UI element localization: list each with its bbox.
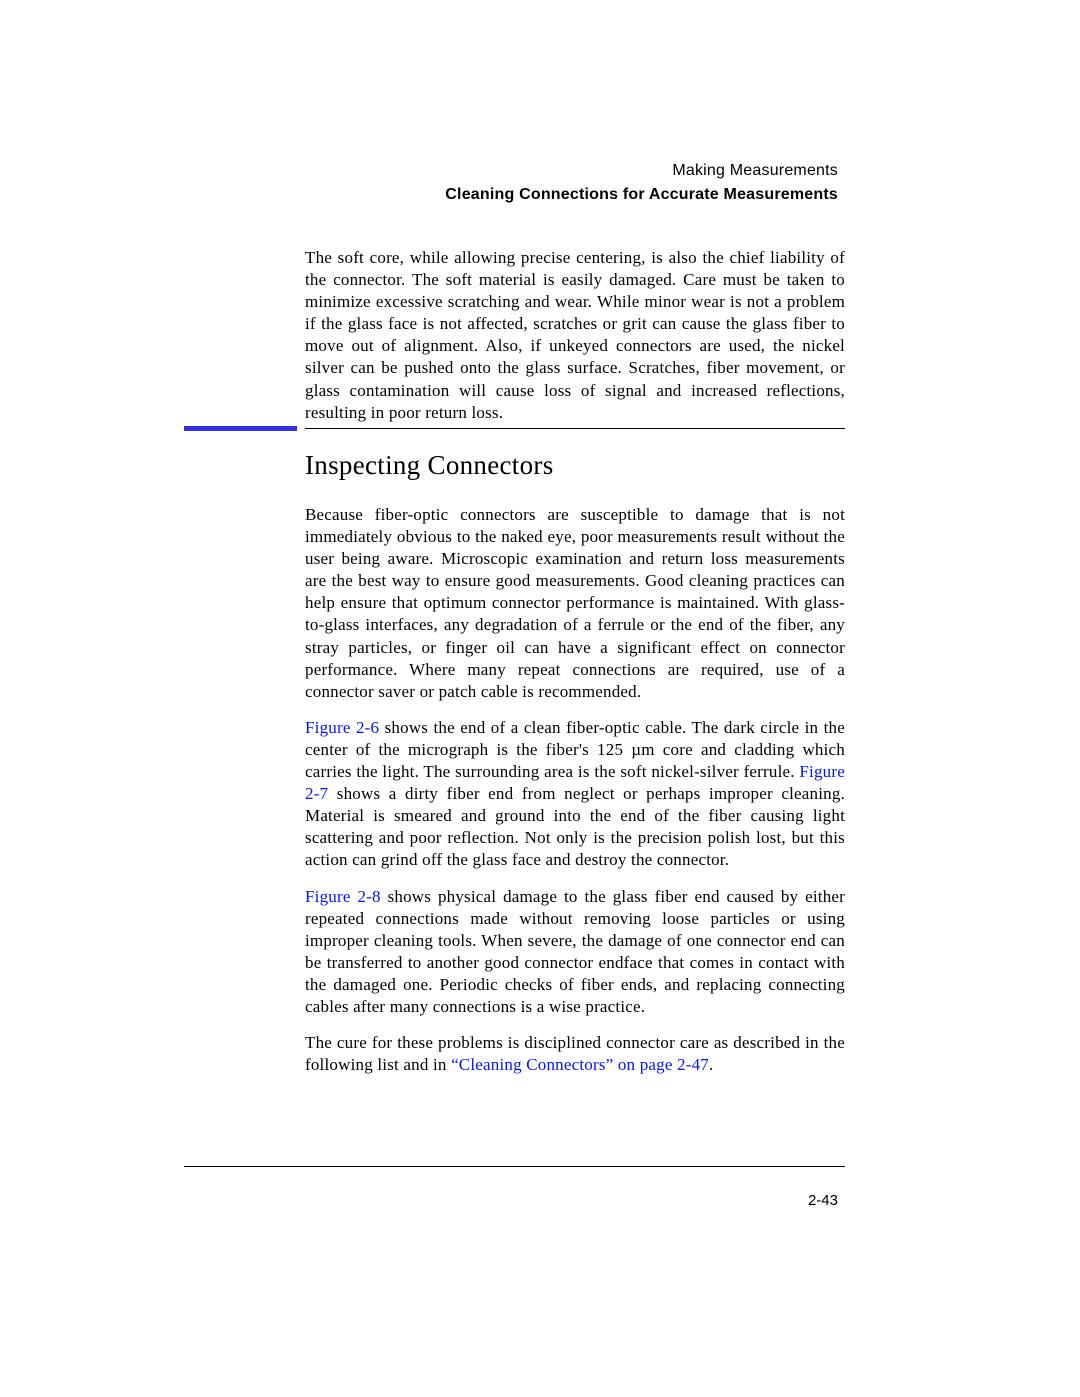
- paragraph-3a-text: shows physical damage to the glass fiber…: [305, 887, 845, 1016]
- running-header: Making Measurements Cleaning Connections…: [445, 162, 838, 204]
- rule-thin: [305, 428, 845, 429]
- paragraph-2: Figure 2-6 shows the end of a clean fibe…: [305, 717, 845, 872]
- figure-2-8-link[interactable]: Figure 2-8: [305, 887, 381, 906]
- paragraph-3: Figure 2-8 shows physical damage to the …: [305, 886, 845, 1019]
- section-heading: Inspecting Connectors: [305, 450, 845, 481]
- paragraph-4b-text: .: [709, 1055, 713, 1074]
- paragraph-1: Because fiber-optic connectors are susce…: [305, 504, 845, 703]
- intro-paragraph: The soft core, while allowing precise ce…: [305, 247, 845, 424]
- intro-block: The soft core, while allowing precise ce…: [305, 247, 845, 424]
- footer-rule: [184, 1166, 845, 1167]
- body-block: Because fiber-optic connectors are susce…: [305, 504, 845, 1076]
- paragraph-2a-text: shows the end of a clean fiber-optic cab…: [305, 718, 845, 781]
- header-section: Cleaning Connections for Accurate Measur…: [445, 186, 838, 204]
- paragraph-2b-text: shows a dirty fiber end from neglect or …: [305, 784, 845, 869]
- header-chapter: Making Measurements: [445, 162, 838, 180]
- figure-2-6-link[interactable]: Figure 2-6: [305, 718, 379, 737]
- paragraph-4: The cure for these problems is disciplin…: [305, 1032, 845, 1076]
- document-page: Making Measurements Cleaning Connections…: [0, 0, 1080, 1397]
- cleaning-connectors-link[interactable]: “Cleaning Connectors” on page 2-47: [451, 1055, 709, 1074]
- page-number: 2-43: [808, 1192, 838, 1209]
- rule-blue-accent: [184, 426, 297, 431]
